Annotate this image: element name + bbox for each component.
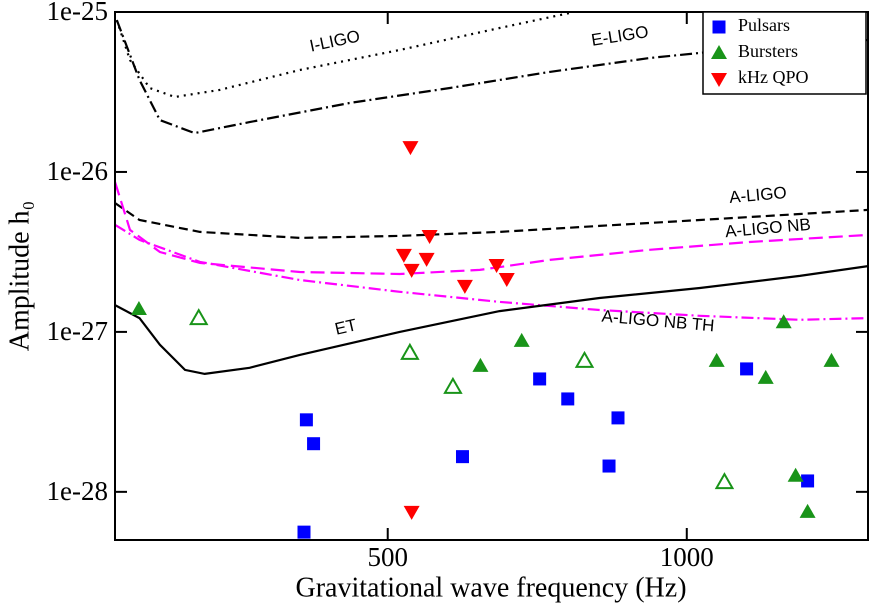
legend-marker xyxy=(712,20,726,34)
marker xyxy=(799,503,816,518)
marker xyxy=(775,314,792,329)
marker xyxy=(787,467,804,482)
marker xyxy=(455,450,469,464)
y-tick-label: 1e-27 xyxy=(47,316,108,346)
marker xyxy=(297,525,311,539)
y-axis-label: Amplitude h₀ xyxy=(4,201,35,352)
x-tick-label: 500 xyxy=(367,542,408,572)
curve-label: ET xyxy=(333,315,358,338)
marker xyxy=(801,474,815,488)
marker xyxy=(708,352,725,367)
marker xyxy=(402,141,419,156)
marker xyxy=(299,413,313,427)
curve-label: A-LIGO xyxy=(728,183,787,207)
marker xyxy=(472,357,489,372)
marker xyxy=(395,248,412,263)
legend-label: Bursters xyxy=(738,41,798,61)
curve-label: I-LIGO xyxy=(308,26,362,55)
curve-label: A-LIGO NB xyxy=(724,215,811,241)
legend-marker xyxy=(711,45,727,59)
marker xyxy=(533,372,547,386)
marker xyxy=(456,279,473,294)
marker xyxy=(611,411,625,425)
marker xyxy=(757,369,774,384)
marker xyxy=(443,376,463,394)
curve xyxy=(115,202,868,240)
curves xyxy=(115,12,868,376)
curve xyxy=(115,265,868,376)
marker xyxy=(602,459,616,473)
marker xyxy=(574,350,595,368)
marker xyxy=(561,392,575,406)
marker xyxy=(403,505,420,520)
legend-label: kHz QPO xyxy=(738,67,809,87)
marker xyxy=(498,273,515,288)
curve-label: E-LIGO xyxy=(590,22,650,50)
curve-label: A-LIGO NB TH xyxy=(601,307,715,336)
y-tick-label: 1e-28 xyxy=(47,476,108,506)
curve xyxy=(115,181,868,276)
marker xyxy=(740,362,754,376)
marker xyxy=(513,332,530,347)
plot-frame xyxy=(114,11,869,541)
legend-label: Pulsars xyxy=(738,15,790,35)
marker xyxy=(488,258,505,273)
x-axis-label: Gravitational wave frequency (Hz) xyxy=(295,572,686,603)
legend-marker xyxy=(711,73,727,87)
legend-box xyxy=(702,11,867,95)
curve xyxy=(115,12,570,99)
marker xyxy=(714,472,735,490)
marker xyxy=(307,437,321,451)
y-tick-label: 1e-25 xyxy=(47,0,108,26)
marker xyxy=(421,229,438,244)
marker xyxy=(403,263,420,278)
marker xyxy=(189,308,209,326)
marker xyxy=(130,301,147,316)
marker xyxy=(400,342,420,360)
y-tick-label: 1e-26 xyxy=(47,156,108,186)
marker xyxy=(823,352,840,367)
marker xyxy=(418,252,435,267)
curve xyxy=(115,223,868,321)
x-tick-label: 1000 xyxy=(660,542,714,572)
curve xyxy=(115,19,868,135)
